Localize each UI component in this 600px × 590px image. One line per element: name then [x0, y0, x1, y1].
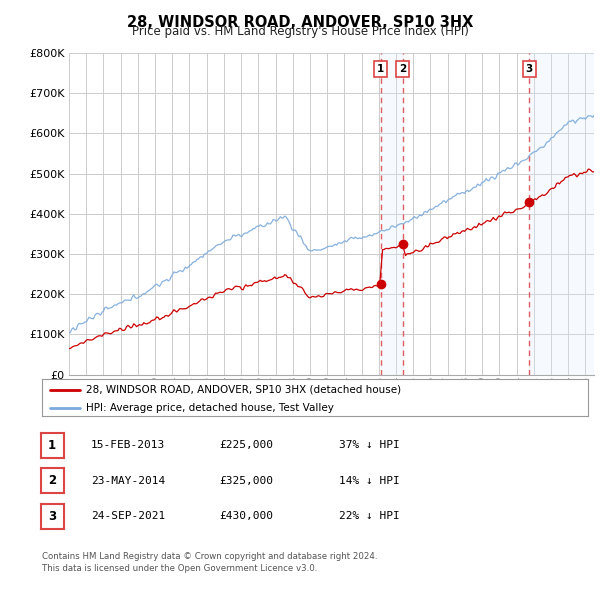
Text: 23-MAY-2014: 23-MAY-2014: [91, 476, 166, 486]
Text: £325,000: £325,000: [219, 476, 273, 486]
Text: 24-SEP-2021: 24-SEP-2021: [91, 512, 166, 521]
Text: 15-FEB-2013: 15-FEB-2013: [91, 441, 166, 450]
Text: This data is licensed under the Open Government Licence v3.0.: This data is licensed under the Open Gov…: [42, 563, 317, 572]
Text: HPI: Average price, detached house, Test Valley: HPI: Average price, detached house, Test…: [86, 403, 334, 413]
Text: 1: 1: [377, 64, 385, 74]
Text: 22% ↓ HPI: 22% ↓ HPI: [339, 512, 400, 521]
Text: 1: 1: [48, 439, 56, 452]
Text: £225,000: £225,000: [219, 441, 273, 450]
Text: 3: 3: [526, 64, 533, 74]
Text: Price paid vs. HM Land Registry's House Price Index (HPI): Price paid vs. HM Land Registry's House …: [131, 25, 469, 38]
Bar: [381, 53, 403, 375]
Bar: [529, 53, 594, 375]
Text: 14% ↓ HPI: 14% ↓ HPI: [339, 476, 400, 486]
Text: 2: 2: [399, 64, 406, 74]
Text: 3: 3: [48, 510, 56, 523]
Text: 37% ↓ HPI: 37% ↓ HPI: [339, 441, 400, 450]
Text: Contains HM Land Registry data © Crown copyright and database right 2024.: Contains HM Land Registry data © Crown c…: [42, 552, 377, 561]
Text: 28, WINDSOR ROAD, ANDOVER, SP10 3HX: 28, WINDSOR ROAD, ANDOVER, SP10 3HX: [127, 15, 473, 30]
Text: 2: 2: [48, 474, 56, 487]
Text: 28, WINDSOR ROAD, ANDOVER, SP10 3HX (detached house): 28, WINDSOR ROAD, ANDOVER, SP10 3HX (det…: [86, 385, 401, 395]
Text: £430,000: £430,000: [219, 512, 273, 521]
